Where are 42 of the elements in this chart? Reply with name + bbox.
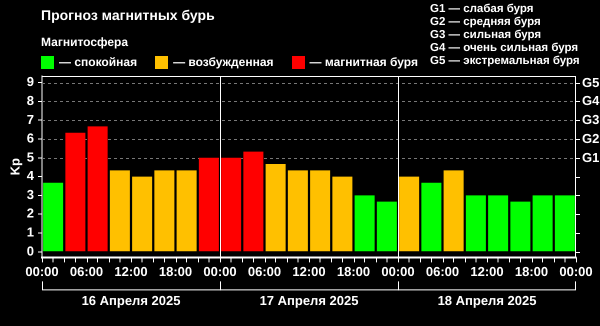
x-tick-label: 18:00 <box>514 264 548 279</box>
text: 16 Апреля 2025 <box>82 292 180 308</box>
ref-line-label: G4 <box>582 93 600 108</box>
ref-line-label: G3 <box>582 112 600 128</box>
y-tick-label: 2 <box>26 206 34 221</box>
y-tick-label: 1 <box>26 224 34 240</box>
x-tick-label: 18:00 <box>336 264 370 279</box>
ref-line-label: G1 <box>582 150 600 166</box>
y-tick-label: 8 <box>26 92 34 108</box>
x-tick-label: 18:00 <box>158 264 192 279</box>
text: G2 — средняя буря <box>430 16 542 29</box>
x-tick-label: 00:00 <box>559 264 593 279</box>
y-tick-label: 5 <box>26 149 34 164</box>
x-tick-label: 06:00 <box>70 264 104 279</box>
legend-title: Магнитосфера <box>41 35 128 49</box>
text: G4 — очень сильная буря <box>430 42 580 55</box>
y-tick-label: 4 <box>26 168 35 184</box>
text: 17 Апреля 2025 <box>260 292 358 308</box>
x-tick-label: 12:00 <box>292 264 326 279</box>
y-tick-label: 0 <box>26 243 34 258</box>
y-tick-label: 9 <box>26 74 34 90</box>
x-tick-label: 00:00 <box>381 264 415 279</box>
x-tick-label: 00:00 <box>25 264 59 279</box>
x-tick-label: 06:00 <box>426 264 460 279</box>
legend-label: — спокойная <box>59 55 138 69</box>
text: 18 Апреля 2025 <box>438 292 536 308</box>
x-tick-label: 00:00 <box>203 264 237 279</box>
y-tick-label: 6 <box>26 130 34 146</box>
y-axis-title: Kp <box>7 158 22 176</box>
y-tick-label: 7 <box>26 112 34 127</box>
legend-label: — возбужденная <box>173 55 274 69</box>
x-tick-label: 12:00 <box>114 264 148 279</box>
x-tick-label: 12:00 <box>470 264 504 279</box>
chart-title: Прогноз магнитных бурь <box>41 7 215 23</box>
legend-label: — магнитная буря <box>310 55 418 69</box>
ref-line-label: G2 <box>582 131 600 146</box>
text: G3 — сильная буря <box>430 29 542 42</box>
y-tick-label: 3 <box>26 186 34 202</box>
text: G5 — экстремальная буря <box>430 55 580 68</box>
ref-line-label: G5 <box>582 75 600 90</box>
x-tick-label: 06:00 <box>248 264 282 279</box>
text: G1 — слабая буря <box>430 3 535 16</box>
